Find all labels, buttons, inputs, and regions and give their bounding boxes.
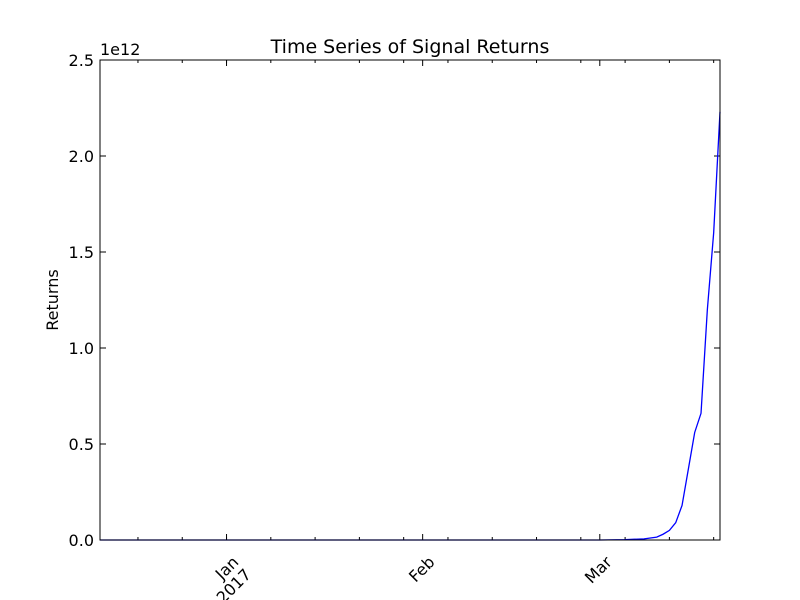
y-tick-label: 2.5	[69, 51, 94, 70]
x-tick-label: Mar	[581, 552, 616, 587]
plot-area	[100, 60, 720, 540]
y-tick-label: 0.5	[69, 435, 94, 454]
y-offset-label: 1e12	[100, 40, 140, 59]
y-tick-label: 2.0	[69, 147, 94, 166]
y-tick-label: 0.0	[69, 531, 94, 550]
y-tick-label: 1.0	[69, 339, 94, 358]
x-tick-label: Feb	[405, 552, 438, 585]
chart-title: Time Series of Signal Returns	[270, 36, 550, 58]
y-axis-label: Returns	[43, 269, 62, 330]
y-axis: 0.0 0.5 1.0 1.5 2.0 2.5	[69, 51, 720, 550]
plot-frame	[99, 59, 721, 541]
y-tick-label: 1.5	[69, 243, 94, 262]
x-tick-label: Jan2017	[200, 552, 255, 600]
